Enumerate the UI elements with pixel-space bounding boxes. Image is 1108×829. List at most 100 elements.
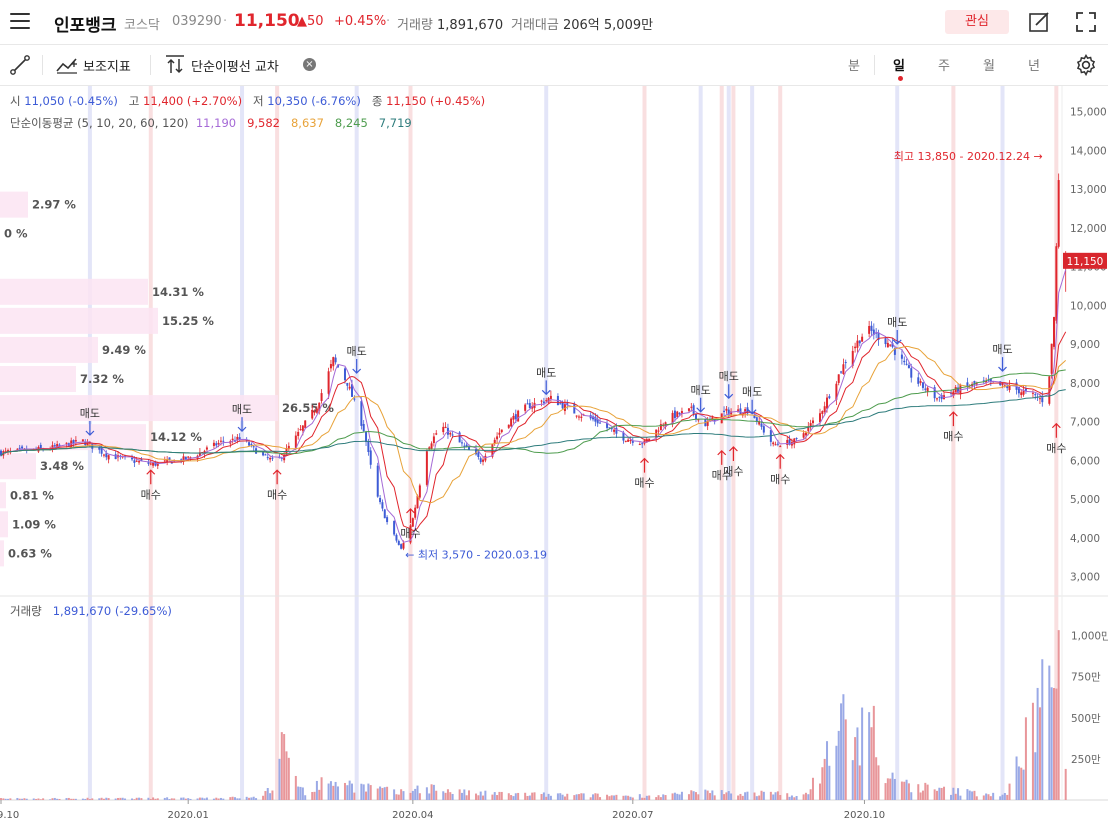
volume-bar bbox=[580, 793, 583, 800]
candle-body bbox=[1006, 386, 1009, 389]
candle-body bbox=[428, 447, 431, 450]
volume-bar bbox=[989, 796, 992, 800]
volume-bar bbox=[662, 794, 665, 800]
period-day[interactable]: 일 bbox=[893, 59, 905, 74]
volume-bar bbox=[491, 794, 494, 800]
candle-body bbox=[697, 419, 700, 421]
volume-bar bbox=[802, 794, 805, 800]
volume-bar bbox=[760, 790, 763, 800]
edit-icon[interactable] bbox=[1028, 11, 1050, 33]
expand-icon[interactable] bbox=[1075, 11, 1097, 33]
candle-body bbox=[327, 371, 330, 394]
candle-body bbox=[641, 443, 644, 445]
open-value: 11,050 (-0.45%) bbox=[24, 94, 118, 108]
candle-body bbox=[287, 445, 290, 449]
candle-body bbox=[566, 403, 569, 406]
candle-body bbox=[730, 411, 733, 415]
candle-body bbox=[889, 344, 892, 346]
candle-body bbox=[334, 357, 337, 363]
price-chart[interactable]: 3,000 4,000 5,000 6,000 7,000 8,000 9,000 10,00… bbox=[0, 86, 1108, 829]
close-icon[interactable]: × bbox=[303, 58, 316, 71]
volume-bar bbox=[648, 795, 651, 800]
volume-bar bbox=[163, 797, 166, 800]
candle-body bbox=[924, 388, 927, 390]
volume-bar bbox=[7, 798, 10, 800]
period-month[interactable]: 월 bbox=[983, 59, 995, 74]
volume-bar bbox=[512, 796, 515, 800]
period-year[interactable]: 년 bbox=[1028, 59, 1040, 74]
candle-body bbox=[479, 458, 482, 463]
candle-body bbox=[1008, 385, 1011, 391]
volume-bar bbox=[893, 778, 896, 800]
candle-body bbox=[383, 509, 386, 519]
candle-body bbox=[512, 415, 515, 420]
volume-bar bbox=[971, 791, 974, 800]
candle-body bbox=[91, 442, 94, 449]
volume-bar bbox=[493, 792, 496, 800]
candle-body bbox=[346, 382, 349, 386]
chart-toolbar: 보조지표 단순이평선 교차 × 분 일 주 월 년 bbox=[0, 45, 1108, 86]
open-label: 시 bbox=[10, 94, 21, 108]
volume-legend-value: 1,891,670 (-29.65%) bbox=[52, 604, 172, 618]
menu-icon[interactable] bbox=[10, 13, 30, 31]
ma-cross-button[interactable]: 단순이평선 교차 bbox=[164, 54, 279, 76]
volume-bar bbox=[198, 797, 201, 800]
close-label: 종 bbox=[371, 94, 383, 108]
volume-bar bbox=[987, 794, 990, 800]
volume-bar bbox=[624, 795, 627, 800]
volume-bar bbox=[858, 765, 861, 800]
candle-body bbox=[563, 404, 566, 412]
candle-body bbox=[987, 379, 990, 381]
volume-bar bbox=[533, 792, 536, 800]
ma-line-ma120 bbox=[0, 389, 1066, 456]
max-price-annotation: 최고 13,850 - 2020.12.24 → bbox=[894, 150, 1043, 163]
gear-icon[interactable] bbox=[1075, 54, 1097, 76]
candle-body bbox=[627, 439, 630, 442]
candle-body bbox=[53, 445, 56, 447]
candle-body bbox=[329, 364, 332, 369]
draw-line-icon[interactable] bbox=[10, 55, 30, 75]
volume-bar bbox=[526, 795, 529, 800]
price-tick-label: 10,000 bbox=[1070, 300, 1107, 312]
volume-bar bbox=[1001, 794, 1004, 800]
period-week[interactable]: 주 bbox=[938, 59, 950, 74]
volume-bar bbox=[933, 789, 936, 800]
price-tick-label: 4,000 bbox=[1070, 533, 1100, 545]
candle-body bbox=[826, 397, 829, 409]
favorite-button[interactable]: 관심 bbox=[945, 10, 1009, 34]
candle-body bbox=[74, 440, 77, 442]
sell-signal-band bbox=[240, 86, 245, 800]
volume-bar bbox=[147, 797, 150, 800]
candle-body bbox=[187, 456, 190, 458]
candle-body bbox=[573, 404, 576, 414]
volume-bar bbox=[446, 789, 449, 800]
candle-body bbox=[168, 457, 171, 461]
candle-body bbox=[907, 365, 910, 369]
candle-body bbox=[140, 459, 143, 461]
volume-bar bbox=[1055, 688, 1058, 800]
volume-bar bbox=[596, 793, 599, 800]
volume-bar bbox=[353, 792, 356, 800]
sell-signal-label: 매도 bbox=[719, 370, 739, 383]
volume-bar bbox=[315, 780, 318, 800]
volume-bar bbox=[563, 796, 566, 800]
volume-bar bbox=[868, 712, 871, 800]
market-label: 코스닥 bbox=[124, 18, 160, 33]
volume-bar bbox=[613, 795, 616, 800]
sell-arrow-icon bbox=[696, 397, 706, 413]
volume-bar bbox=[271, 790, 274, 800]
indicator-button[interactable]: 보조지표 bbox=[56, 54, 131, 76]
volume-bar bbox=[1064, 768, 1067, 800]
volume-bar bbox=[870, 727, 873, 800]
volume-bar bbox=[383, 787, 386, 800]
volume-bar bbox=[819, 783, 821, 800]
candle-body bbox=[367, 441, 370, 452]
candle-body bbox=[786, 439, 789, 445]
volume-bar bbox=[386, 786, 389, 800]
volume-bar bbox=[992, 792, 995, 800]
candle-body bbox=[903, 360, 906, 363]
volume-bar bbox=[1020, 767, 1023, 800]
period-minute[interactable]: 분 bbox=[848, 59, 860, 74]
volume-bar bbox=[269, 793, 272, 800]
volume-bar bbox=[411, 790, 414, 800]
